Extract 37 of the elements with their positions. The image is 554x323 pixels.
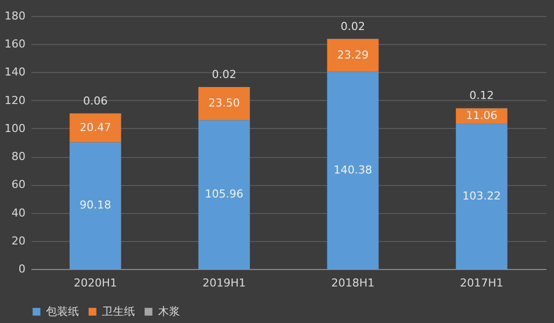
data-label: 103.22 (462, 189, 501, 202)
legend-label: 包装纸 (46, 304, 79, 318)
bar (198, 87, 250, 120)
data-label: 23.50 (208, 96, 240, 110)
data-label: 0.02 (340, 20, 366, 33)
y-tick-label: 140 (4, 66, 26, 79)
data-label: 105.96 (204, 188, 244, 201)
y-tick-label: 0 (18, 262, 26, 276)
data-label: 0.12 (469, 89, 494, 102)
bar (70, 113, 122, 142)
data-label: 140.38 (334, 163, 372, 176)
legend-label: 卫生纸 (102, 304, 135, 318)
y-tick-label: 40 (12, 206, 26, 220)
data-label: 0.06 (83, 94, 108, 108)
y-tick-label: 160 (4, 38, 26, 51)
data-label: 11.06 (466, 109, 498, 122)
x-tick-label: 2019H1 (202, 276, 246, 290)
data-label: 0.02 (212, 68, 236, 82)
bar (327, 38, 379, 72)
bar (327, 72, 379, 269)
y-tick-label: 80 (12, 150, 26, 164)
x-tick-label: 2020H1 (74, 276, 118, 290)
y-tick-label: 180 (4, 10, 26, 22)
data-label: 90.18 (80, 198, 112, 212)
bar (456, 108, 508, 124)
bar (456, 124, 508, 269)
legend-label: 木浆 (158, 304, 180, 318)
data-label: 23.29 (337, 48, 369, 62)
y-tick-label: 20 (12, 234, 26, 248)
data-label: 20.47 (80, 120, 112, 134)
y-tick-label: 120 (4, 94, 26, 107)
y-tick-label: 100 (4, 122, 26, 135)
x-tick-label: 2017H1 (460, 276, 504, 290)
bar (198, 120, 250, 269)
y-tick-label: 60 (12, 178, 26, 192)
x-tick-label: 2018H1 (331, 276, 375, 290)
bar (70, 142, 122, 269)
